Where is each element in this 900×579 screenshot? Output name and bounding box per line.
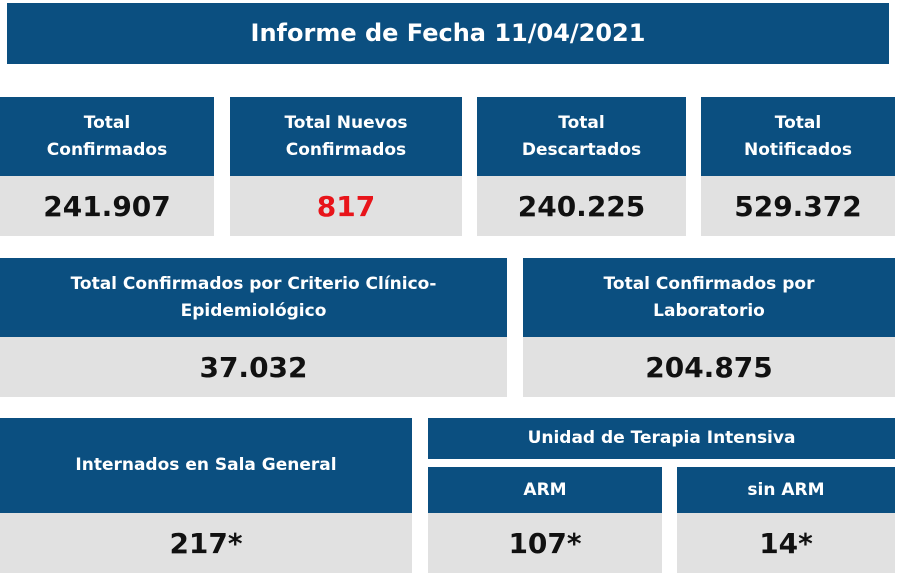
label-line: Total [83,112,131,133]
label-line: Total [558,112,605,133]
label-line: Confirmados [285,139,407,160]
card-label: Internados en Sala General [0,418,412,513]
card-label: Total Confirmados por Criterio Clínico- E… [0,258,507,337]
card-value: 529.372 [701,176,895,236]
card-label: Total Notificados [701,97,895,176]
label-line: Total Nuevos [284,112,408,133]
label-line: Total [774,112,822,133]
card-value: 817 [230,176,462,236]
card-label: Total Confirmados por Laboratorio [523,258,895,337]
uti-label: Unidad de Terapia Intensiva [428,418,895,459]
card-label: Total Confirmados [0,97,214,176]
card-value: 240.225 [477,176,686,236]
label-line: Confirmados [46,139,168,160]
sin-arm-label: sin ARM [677,467,895,513]
sin-arm-value: 14* [677,513,895,573]
report-title: Informe de Fecha 11/04/2021 [7,3,889,64]
card-value: 37.032 [0,337,507,397]
label-line: Total Confirmados por Criterio Clínico- [70,273,437,294]
label-line: Epidemiológico [180,300,327,321]
arm-label: ARM [428,467,662,513]
card-value: 241.907 [0,176,214,236]
card-value: 217* [0,513,412,573]
card-label: Total Nuevos Confirmados [230,97,462,176]
label-line: Descartados [521,139,642,160]
card-label: Total Descartados [477,97,686,176]
label-line: Total Confirmados por [603,273,815,294]
label-line: Notificados [744,139,852,160]
label-line: Laboratorio [653,300,765,321]
card-value: 204.875 [523,337,895,397]
arm-value: 107* [428,513,662,573]
